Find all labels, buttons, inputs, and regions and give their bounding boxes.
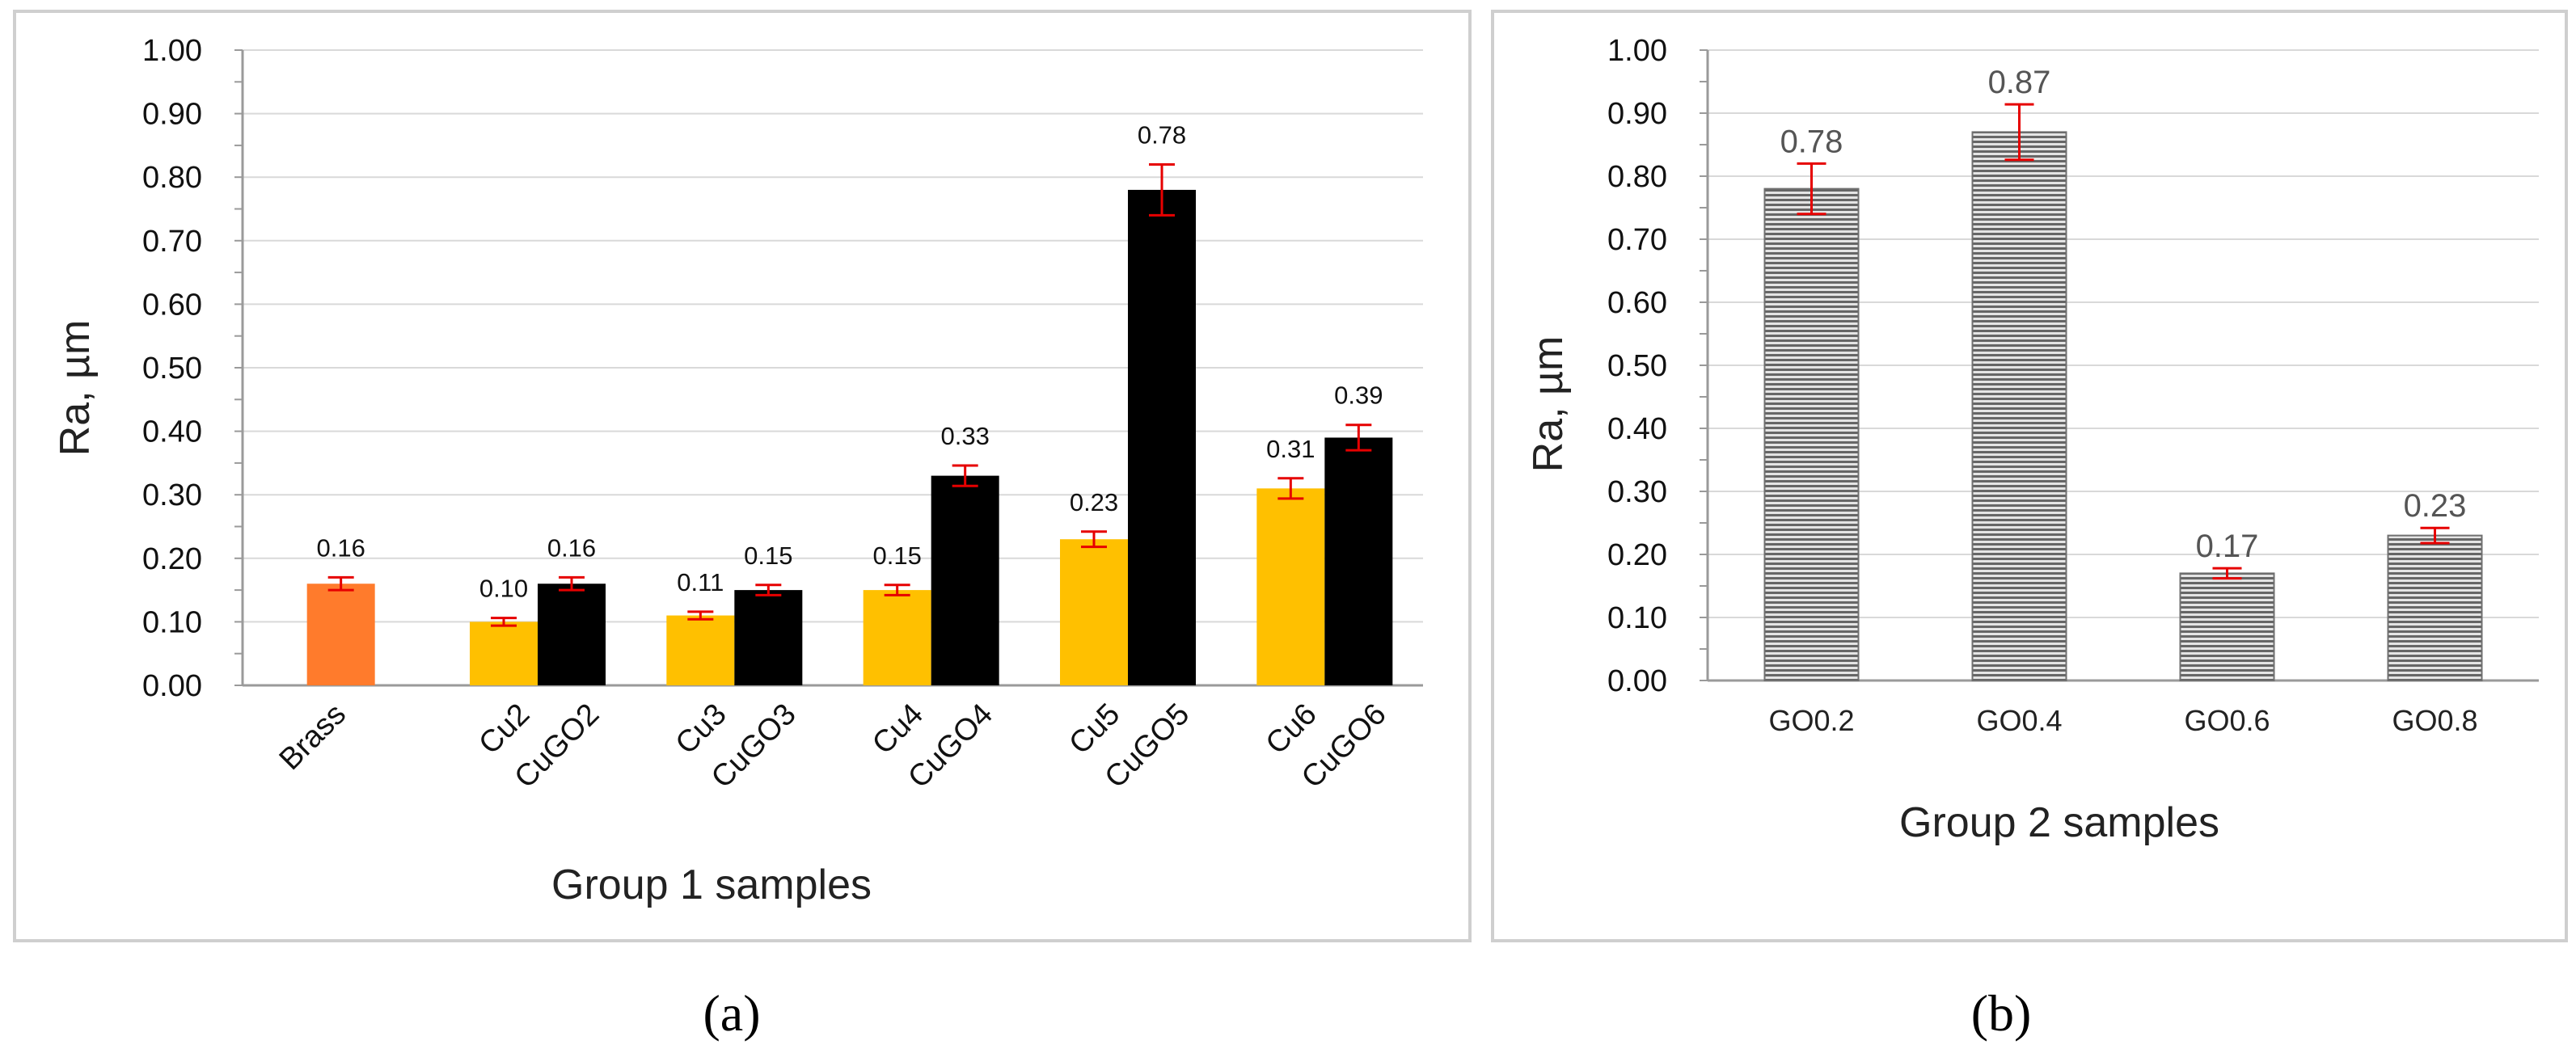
panel-b-label: (b) <box>1971 984 2032 1042</box>
panel-a-frame <box>13 10 1472 942</box>
panel-a-bar <box>931 475 999 685</box>
panel-a-y-tick-label: 0.00 <box>142 669 202 703</box>
panel-b-data-label: 0.23 <box>2404 488 2467 524</box>
panel-a-data-label: 0.11 <box>677 568 724 596</box>
panel-b-category-label: GO0.8 <box>2392 704 2477 737</box>
panel-a-bar <box>306 584 375 685</box>
panel-a-data-label: 0.23 <box>1070 488 1118 516</box>
panel-b-y-axis-title: Ra, µm <box>1525 336 1572 473</box>
panel-b-y-tick-label: 0.50 <box>1607 349 1667 383</box>
panel-b-data-label: 0.87 <box>1988 65 2051 100</box>
panel-a-data-label: 0.16 <box>547 533 596 562</box>
panel-b-y-tick-label: 0.20 <box>1607 538 1667 572</box>
panel-a-data-label: 0.78 <box>1138 120 1186 149</box>
panel-a-bar <box>1128 189 1196 686</box>
panel-a-y-tick-label: 0.90 <box>142 98 202 132</box>
panel-a-data-label: 0.33 <box>940 422 989 450</box>
panel-b-y-tick-label: 0.60 <box>1607 286 1667 320</box>
panel-a-bar <box>470 622 538 685</box>
panel-a-bar <box>666 615 735 685</box>
panel-b-y-tick-label: 1.00 <box>1607 34 1667 68</box>
panel-b-bar <box>2387 534 2483 681</box>
panel-a-data-label: 0.10 <box>479 575 528 603</box>
panel-b-y-tick-label: 0.40 <box>1607 412 1667 446</box>
panel-a-data-label: 0.31 <box>1266 435 1315 463</box>
panel-a-y-axis-title: Ra, µm <box>52 320 99 457</box>
panel-a-y-tick-label: 0.40 <box>142 415 202 449</box>
panel-a-x-axis-title: Group 1 samples <box>551 862 872 908</box>
panel-b-y-tick-label: 0.10 <box>1607 601 1667 635</box>
panel-b-data-label: 0.17 <box>2196 529 2259 564</box>
panel-a-y-tick-label: 1.00 <box>142 34 202 68</box>
panel-a-bar <box>1256 488 1325 685</box>
panel-b-y-tick-label: 0.30 <box>1607 475 1667 509</box>
panel-a-bar <box>538 584 606 685</box>
panel-a-y-tick-label: 0.80 <box>142 161 202 195</box>
panel-b-category-label: GO0.6 <box>2184 704 2270 737</box>
panel-a-y-tick-label: 0.60 <box>142 288 202 322</box>
panel-a-y-tick-label: 0.30 <box>142 478 202 512</box>
panel-a-data-label: 0.16 <box>316 533 365 562</box>
panel-a-bar <box>1324 437 1393 685</box>
panel-b-y-tick-label: 0.90 <box>1607 97 1667 131</box>
panel-a-y-tick-label: 0.70 <box>142 225 202 259</box>
panel-b-y-tick-label: 0.70 <box>1607 223 1667 257</box>
panel-a-y-tick-label: 0.50 <box>142 352 202 386</box>
panel-b-bar <box>1763 188 1860 682</box>
panel-b-y-tick-label: 0.00 <box>1607 664 1667 698</box>
panel-b-chart: Ra, µm Group 2 samples 0.00 0.10 0.20 0.30 0… <box>1525 34 2539 846</box>
panel-a-data-label: 0.39 <box>1334 381 1383 410</box>
panel-b-category-label: GO0.4 <box>1976 704 2062 737</box>
panel-a-bar <box>863 590 931 685</box>
panel-a-label: (a) <box>703 984 760 1042</box>
panel-b-x-axis-title: Group 2 samples <box>1899 799 2219 846</box>
panel-b-bar <box>2179 572 2275 682</box>
panel-b-bar <box>1971 131 2067 681</box>
panel-a-bar <box>734 590 803 685</box>
panel-b-data-label: 0.78 <box>1780 124 1843 159</box>
panel-a-data-label: 0.15 <box>744 541 792 570</box>
panel-a-data-label: 0.15 <box>872 541 921 570</box>
panel-b-category-label: GO0.2 <box>1768 704 1854 737</box>
panel-a-y-tick-label: 0.20 <box>142 542 202 576</box>
panel-a-y-tick-label: 0.10 <box>142 605 202 639</box>
panel-b-y-tick-label: 0.80 <box>1607 160 1667 194</box>
panel-a-bar <box>1060 539 1128 685</box>
